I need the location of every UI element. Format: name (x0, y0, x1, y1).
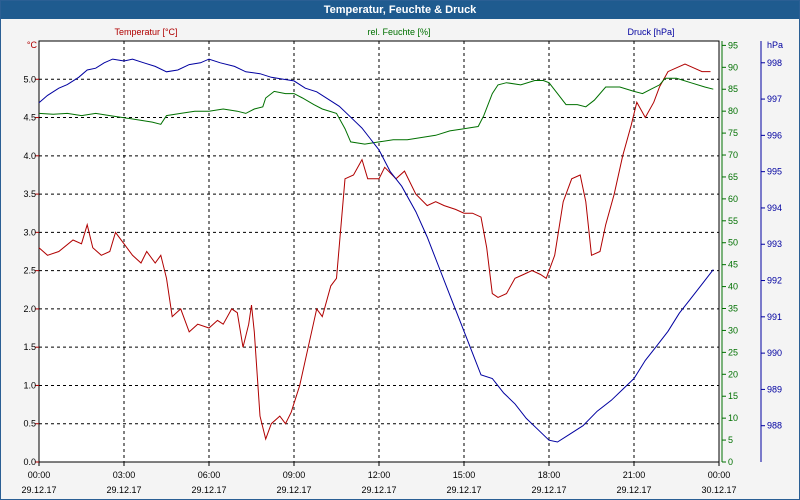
x-tick-date-label: 29.12.17 (361, 485, 396, 495)
x-tick-date-label: 30.12.17 (701, 485, 736, 495)
pressure-tick-label: 994 (767, 203, 782, 213)
x-tick-date-label: 29.12.17 (191, 485, 226, 495)
humidity-tick-label: 40 (728, 282, 738, 292)
humidity-tick-label: 95 (728, 40, 738, 50)
humidity-tick-label: 0 (728, 457, 733, 467)
temperature-tick-label: 3.5 (23, 189, 36, 199)
humidity-tick-label: 15 (728, 391, 738, 401)
pressure-tick-label: 995 (767, 167, 782, 177)
temperature-tick-label: 4.0 (23, 151, 36, 161)
window-title: Temperatur, Feuchte & Druck (1, 1, 799, 19)
humidity-tick-label: 90 (728, 62, 738, 72)
humidity-tick-label: 35 (728, 304, 738, 314)
temperature-tick-label: 2.5 (23, 266, 36, 276)
x-tick-time-label: 00:00 (28, 470, 51, 480)
humidity-tick-label: 80 (728, 106, 738, 116)
x-tick-time-label: 03:00 (113, 470, 136, 480)
temperature-tick-label: 0.0 (23, 457, 36, 467)
series-layer (38, 58, 714, 443)
temperature-tick-label: 1.0 (23, 380, 36, 390)
pressure-tick-label: 990 (767, 348, 782, 358)
x-tick-date-label: 29.12.17 (106, 485, 141, 495)
x-tick-time-label: 12:00 (368, 470, 391, 480)
humidity-tick-label: 60 (728, 194, 738, 204)
temperature-tick-label: 2.0 (23, 304, 36, 314)
x-tick-date-label: 29.12.17 (531, 485, 566, 495)
temperature-series-line (38, 63, 711, 441)
humidity-tick-label: 5 (728, 435, 733, 445)
pressure-unit-label: hPa (767, 40, 783, 50)
humidity-axis-label: rel. Feuchte [%] (367, 27, 430, 37)
axes-layer: 00:00 29.12.17 03:00 29.12.17 06:00 29.12.17 0… (21, 27, 783, 495)
humidity-tick-label: 75 (728, 128, 738, 138)
humidity-tick-label: 10 (728, 413, 738, 423)
temperature-tick-label: 1.5 (23, 342, 36, 352)
pressure-tick-label: 998 (767, 58, 782, 68)
humidity-tick-label: 65 (728, 172, 738, 182)
humidity-tick-label: 25 (728, 347, 738, 357)
temperature-axis-label: Temperatur [°C] (114, 27, 177, 37)
temperature-tick-label: 3.0 (23, 227, 36, 237)
temperature-tick-label: 0.5 (23, 419, 36, 429)
humidity-tick-label: 70 (728, 150, 738, 160)
x-tick-date-label: 29.12.17 (21, 485, 56, 495)
x-tick-time-label: 18:00 (538, 470, 561, 480)
x-tick-date-label: 29.12.17 (616, 485, 651, 495)
x-tick-time-label: 21:00 (623, 470, 646, 480)
pressure-tick-label: 988 (767, 421, 782, 431)
x-tick-time-label: 00:00 (708, 470, 731, 480)
temperature-tick-label: 4.5 (23, 113, 36, 123)
x-tick-time-label: 15:00 (453, 470, 476, 480)
temperature-unit-label: °C (27, 40, 38, 50)
x-tick-date-label: 29.12.17 (276, 485, 311, 495)
x-tick-time-label: 09:00 (283, 470, 306, 480)
humidity-series-line (38, 77, 714, 145)
humidity-tick-label: 30 (728, 325, 738, 335)
humidity-tick-label: 55 (728, 216, 738, 226)
humidity-tick-label: 45 (728, 260, 738, 270)
pressure-tick-label: 996 (767, 130, 782, 140)
pressure-axis-label: Druck [hPa] (627, 27, 674, 37)
grid (39, 41, 719, 463)
pressure-tick-label: 992 (767, 276, 782, 286)
pressure-tick-label: 997 (767, 94, 782, 104)
pressure-tick-label: 989 (767, 384, 782, 394)
x-tick-time-label: 06:00 (198, 470, 221, 480)
pressure-tick-label: 991 (767, 312, 782, 322)
pressure-tick-label: 993 (767, 239, 782, 249)
humidity-tick-label: 85 (728, 84, 738, 94)
humidity-tick-label: 50 (728, 238, 738, 248)
humidity-tick-label: 20 (728, 369, 738, 379)
x-tick-date-label: 29.12.17 (446, 485, 481, 495)
temperature-tick-label: 5.0 (23, 74, 36, 84)
pressure-series-line (38, 58, 714, 443)
